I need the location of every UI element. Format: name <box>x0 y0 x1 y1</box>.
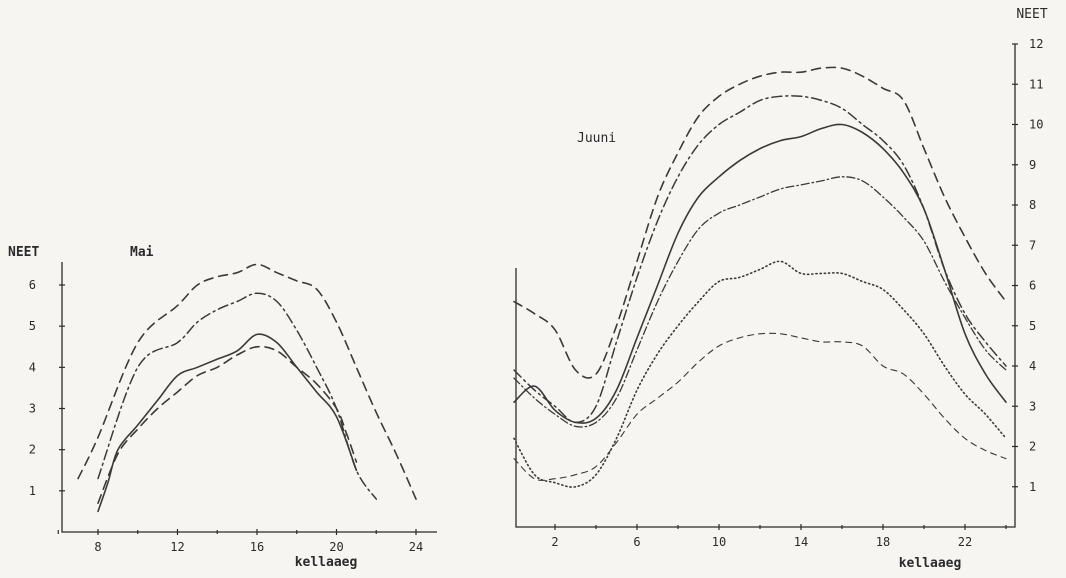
juuni-series-line-1 <box>513 66 1007 379</box>
juuni-ytick-label: 4 <box>1029 359 1036 373</box>
mai-series-line-3 <box>97 333 358 513</box>
mai-ytick-label: 3 <box>29 402 36 416</box>
mai-xlabel: kellaaeg <box>295 555 358 570</box>
mai-ytick-label: 1 <box>29 484 36 498</box>
mai-xtick-label: 20 <box>329 540 343 554</box>
mai-xtick-label: 12 <box>170 540 184 554</box>
juuni-ytick-label: 6 <box>1029 279 1036 293</box>
mai-ytick-label: 6 <box>29 278 36 292</box>
juuni-ytick-label: 10 <box>1029 118 1043 132</box>
juuni-xlabel: kellaaeg <box>899 556 962 571</box>
mai-series-line-2 <box>97 292 378 500</box>
juuni-xtick-label: 10 <box>712 535 726 549</box>
juuni-xtick-label: 6 <box>633 535 640 549</box>
juuni-series-line-4 <box>513 176 1007 428</box>
juuni-ytick-label: 11 <box>1029 77 1043 91</box>
mai-ytick-label: 2 <box>29 443 36 457</box>
mai-xtick-label: 16 <box>250 540 264 554</box>
mai-ylabel: NEET <box>8 245 39 260</box>
juuni-ytick-label: 2 <box>1029 440 1036 454</box>
mai-axes <box>61 262 437 533</box>
mai-series-line-4 <box>97 345 358 504</box>
juuni-xtick-label: 22 <box>958 535 972 549</box>
mai-title: Mai <box>130 245 154 260</box>
juuni-xtick-label: 14 <box>794 535 808 549</box>
mai-xtick-label: 8 <box>94 540 101 554</box>
mai-xtick-label: 24 <box>409 540 423 554</box>
juuni-ytick-label: 1 <box>1029 480 1036 494</box>
juuni-axes <box>515 44 1016 528</box>
chart-juuni: NEET Juuni kellaaeg 2 6 10 14 18 221234567891… <box>513 7 1048 571</box>
juuni-series-group <box>513 66 1007 488</box>
mai-series-line-1 <box>77 263 417 500</box>
juuni-series-line-6 <box>513 332 1007 481</box>
juuni-series-line-3 <box>513 123 1007 424</box>
juuni-title: Juuni <box>577 131 616 146</box>
juuni-ytick-label: 8 <box>1029 198 1036 212</box>
juuni-ytick-label: 9 <box>1029 158 1036 172</box>
juuni-ytick-label: 5 <box>1029 319 1036 333</box>
juuni-series-line-5 <box>513 260 1007 488</box>
juuni-ytick-label: 3 <box>1029 399 1036 413</box>
juuni-ytick-label: 7 <box>1029 238 1036 252</box>
juuni-ytick-label: 12 <box>1029 37 1043 51</box>
juuni-xtick-label: 2 <box>551 535 558 549</box>
mai-ytick-label: 4 <box>29 360 36 374</box>
mai-series-group <box>77 263 417 513</box>
juuni-xtick-label: 18 <box>876 535 890 549</box>
juuni-ylabel: NEET <box>1016 7 1047 22</box>
mai-ytick-label: 5 <box>29 319 36 333</box>
